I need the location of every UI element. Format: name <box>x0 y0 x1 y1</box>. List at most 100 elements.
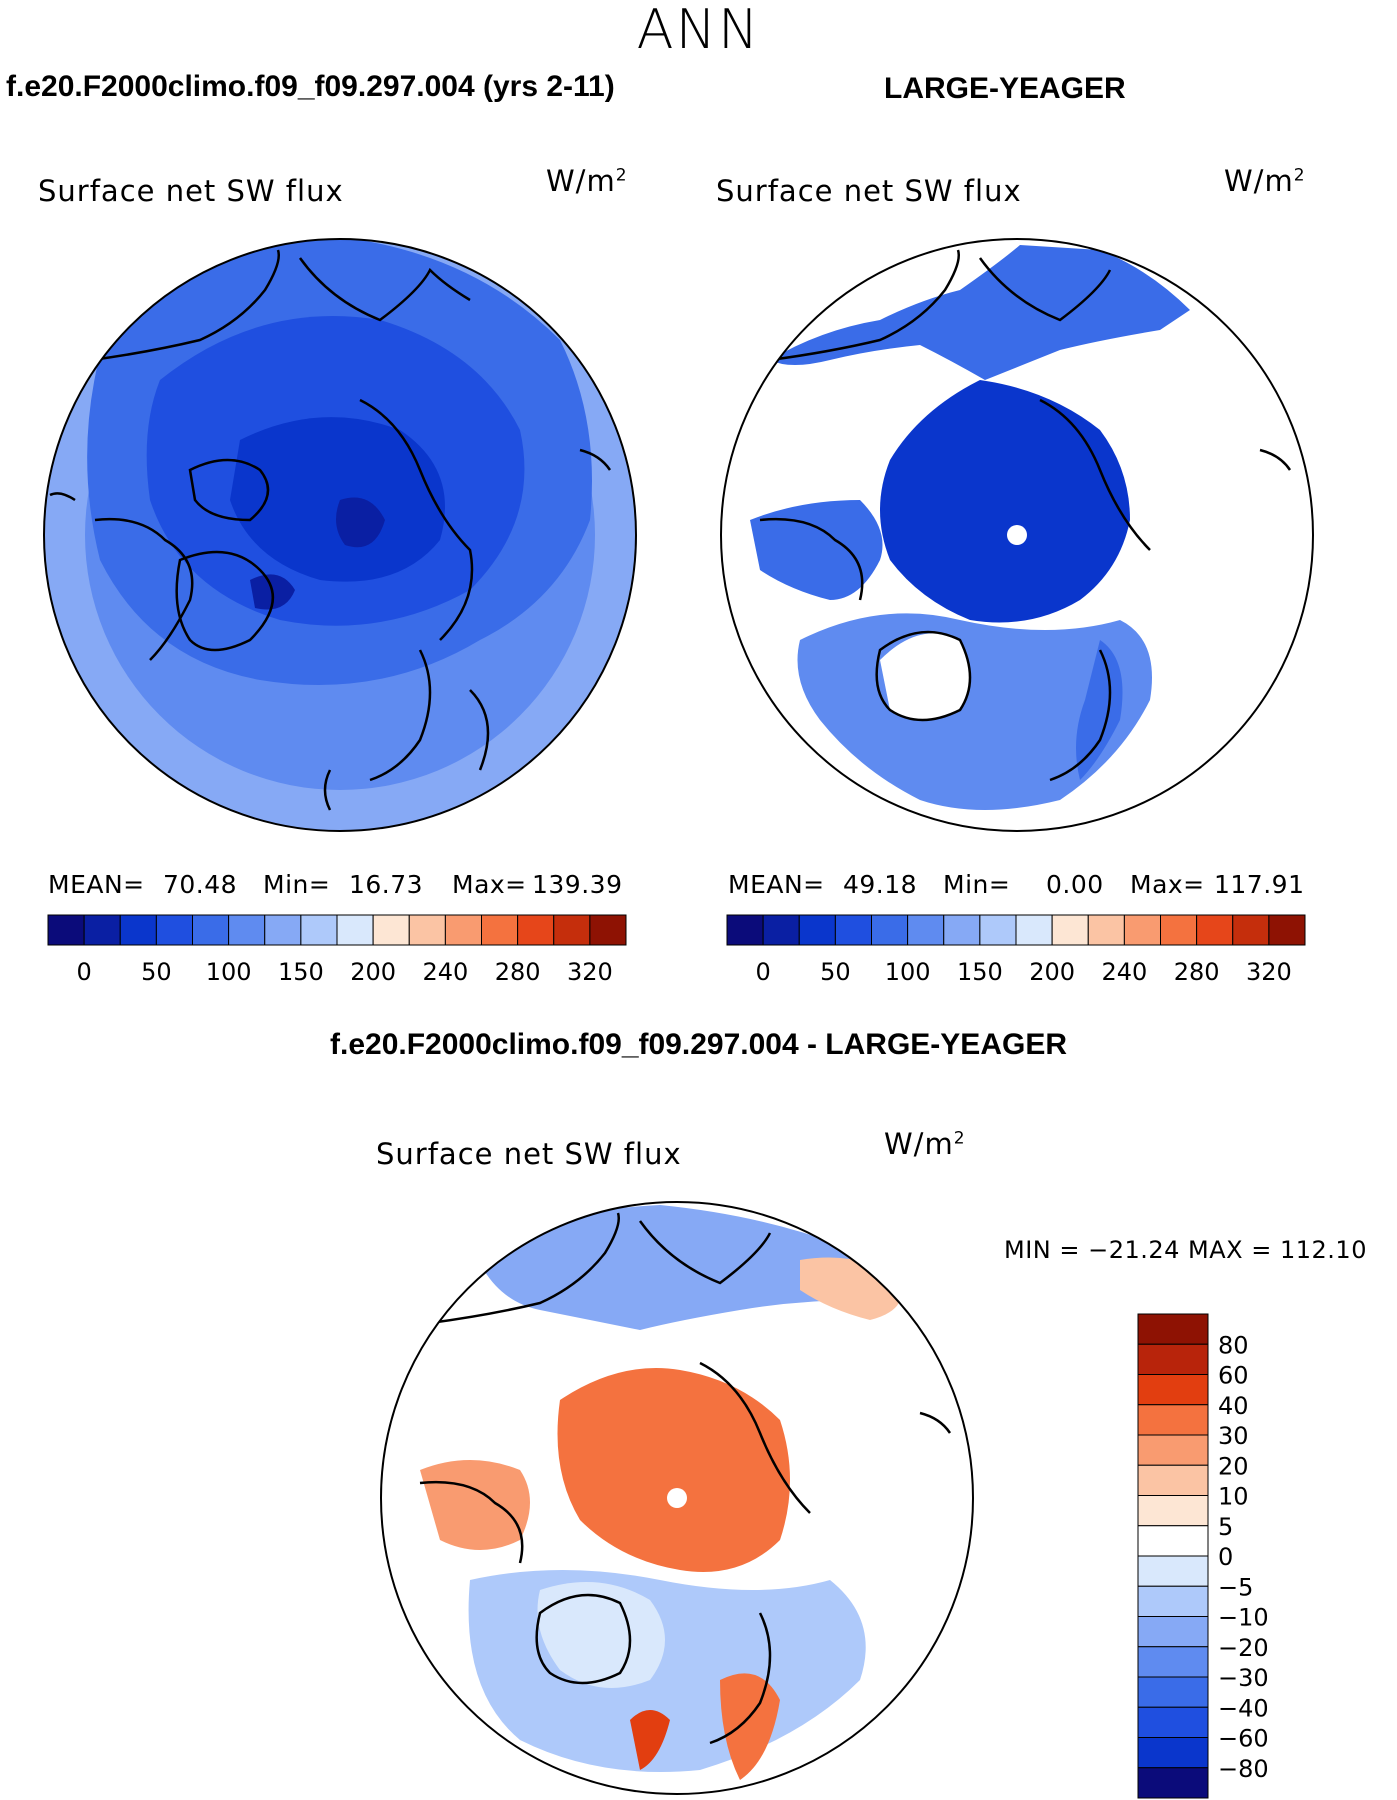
panel1-max-label: Max= <box>452 870 527 899</box>
panel1-colorbar-tick-label: 280 <box>495 958 541 986</box>
panel2-min-label: Min= <box>943 870 1011 899</box>
difference-colorbar-swatch <box>1137 1767 1209 1799</box>
panel1-mean-label: MEAN= <box>48 870 145 899</box>
panel2-colorbar-swatch <box>798 914 836 946</box>
panel3-variable: Surface net SW flux <box>376 1137 682 1171</box>
difference-colorbar-label: −80 <box>1218 1755 1269 1783</box>
panel2-colorbar-swatch <box>979 914 1017 946</box>
panel1-colorbar-swatch <box>228 914 266 946</box>
panel1-colorbar-tick-label: 50 <box>141 958 172 986</box>
panel2-colorbar-swatch <box>1051 914 1089 946</box>
case2-title: LARGE-YEAGER <box>884 72 1126 105</box>
difference-colorbar-swatch <box>1137 1555 1209 1587</box>
panel2-colorbar: 0 50 100 150 200 240 280 320 <box>726 914 1306 986</box>
difference-colorbar-label: −10 <box>1218 1604 1269 1632</box>
panel2-colorbar-swatch <box>1160 914 1198 946</box>
difference-colorbar-swatch <box>1137 1676 1209 1708</box>
panel2-colorbar-swatch <box>834 914 872 946</box>
panel1-units: W/m2 <box>546 164 628 198</box>
panel1-colorbar-swatch <box>47 914 85 946</box>
panel1-colorbar-swatch <box>553 914 591 946</box>
difference-colorbar-swatch <box>1137 1616 1209 1648</box>
panel1-colorbar-swatch <box>517 914 555 946</box>
difference-colorbar-swatch <box>1137 1646 1209 1678</box>
panel2-colorbar-swatch <box>1196 914 1234 946</box>
panel2-colorbar-tick-label: 280 <box>1174 958 1220 986</box>
case1-title: f.e20.F2000climo.f09_f09.297.004 (yrs 2-… <box>6 70 615 103</box>
panel1-colorbar-tick-label: 240 <box>422 958 468 986</box>
panel3-minmax: MIN = −21.24 MAX = 112.10 <box>1004 1236 1367 1264</box>
panel1-colorbar-swatch <box>155 914 193 946</box>
panel2-colorbar-tick-label: 50 <box>820 958 851 986</box>
panel1-colorbar-swatch <box>83 914 121 946</box>
panel2-colorbar-tick-label: 150 <box>957 958 1003 986</box>
difference-title: f.e20.F2000climo.f09_f09.297.004 - LARGE… <box>330 1028 1067 1061</box>
difference-colorbar-label: 10 <box>1218 1483 1249 1511</box>
difference-colorbar-swatch <box>1137 1525 1209 1557</box>
difference-colorbar-swatch <box>1137 1374 1209 1406</box>
panel1-variable: Surface net SW flux <box>38 174 344 208</box>
difference-colorbar-label: 60 <box>1218 1362 1249 1390</box>
panel2-colorbar-swatch <box>871 914 909 946</box>
panel1-min-label: Min= <box>263 870 331 899</box>
panel1-colorbar: 0 50 100 150 200 240 280 320 <box>47 914 627 986</box>
panel1-colorbar-swatch <box>192 914 230 946</box>
panel1-min-value: 16.73 <box>349 870 424 899</box>
panel1-colorbar-swatch <box>264 914 302 946</box>
difference-colorbar-swatch <box>1137 1313 1209 1345</box>
difference-colorbar-label: −60 <box>1218 1725 1269 1753</box>
panel1-colorbar-tick-label: 200 <box>350 958 396 986</box>
panel2-colorbar-swatch <box>1268 914 1306 946</box>
panel3-units: W/m2 <box>884 1127 966 1161</box>
panel2-colorbar-swatch <box>1015 914 1053 946</box>
difference-colorbar-swatch <box>1137 1343 1209 1375</box>
panel1-colorbar-tick-label: 100 <box>206 958 252 986</box>
panel1-max-value: 139.39 <box>532 870 623 899</box>
difference-colorbar-label: −30 <box>1218 1664 1269 1692</box>
panel2-mean-value: 49.18 <box>843 870 918 899</box>
difference-colorbar-label: 80 <box>1218 1331 1249 1359</box>
panel2-max-value: 117.91 <box>1214 870 1305 899</box>
panel2-colorbar-swatch <box>762 914 800 946</box>
difference-colorbar-swatch <box>1137 1585 1209 1617</box>
pole-hole-marker <box>667 1488 687 1508</box>
panel2-colorbar-tick-label: 100 <box>885 958 931 986</box>
difference-colorbar-label: 0 <box>1218 1543 1233 1571</box>
panel2-colorbar-swatch <box>1123 914 1161 946</box>
difference-colorbar-swatch <box>1137 1404 1209 1436</box>
panel2-min-value: 0.00 <box>1046 870 1104 899</box>
panel1-mean-value: 70.48 <box>163 870 238 899</box>
panel1-colorbar-swatch <box>372 914 410 946</box>
panel1-map <box>43 238 637 832</box>
panel3-map <box>380 1201 974 1795</box>
difference-colorbar-swatch <box>1137 1706 1209 1738</box>
difference-colorbar-swatch <box>1137 1464 1209 1496</box>
panel1-colorbar-tick-label: 150 <box>278 958 324 986</box>
panel2-colorbar-tick-label: 320 <box>1246 958 1292 986</box>
panel2-colorbar-tick-label: 240 <box>1101 958 1147 986</box>
difference-colorbar-label: −20 <box>1218 1634 1269 1662</box>
panel2-colorbar-swatch <box>943 914 981 946</box>
panel2-colorbar-swatch <box>726 914 764 946</box>
panel1-colorbar-swatch <box>408 914 446 946</box>
difference-colorbar-label: 5 <box>1218 1513 1233 1541</box>
difference-colorbar-swatch <box>1137 1737 1209 1769</box>
difference-colorbar-swatch <box>1137 1434 1209 1466</box>
panel1-colorbar-swatch <box>336 914 374 946</box>
pole-hole-marker <box>1007 525 1027 545</box>
panel1-colorbar-swatch <box>119 914 157 946</box>
difference-colorbar-label: −40 <box>1218 1694 1269 1722</box>
panel2-colorbar-swatch <box>907 914 945 946</box>
panel2-colorbar-swatch <box>1232 914 1270 946</box>
panel2-map <box>720 238 1314 832</box>
panel1-colorbar-swatch <box>444 914 482 946</box>
difference-colorbar-label: 30 <box>1218 1422 1249 1450</box>
difference-colorbar-swatch <box>1137 1495 1209 1527</box>
panel1-colorbar-tick-label: 0 <box>76 958 91 986</box>
panel2-colorbar-tick-label: 0 <box>755 958 770 986</box>
difference-colorbar-label: 40 <box>1218 1392 1249 1420</box>
panel2-max-label: Max= <box>1130 870 1205 899</box>
panel1-colorbar-tick-label: 320 <box>567 958 613 986</box>
